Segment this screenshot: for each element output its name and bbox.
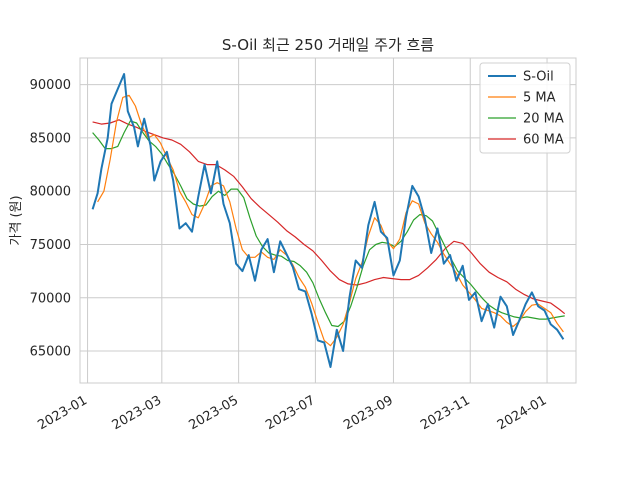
y-tick-label: 90000 <box>30 78 71 93</box>
series-line-s-oil <box>91 73 565 368</box>
grid-lines <box>80 58 576 383</box>
legend-box <box>479 62 571 154</box>
legend-label: 60 MA <box>523 133 564 148</box>
legend: S-Oil 5 MA 20 MA 60 MA <box>479 62 571 154</box>
chart-title: S-Oil 최근 250 거래일 주가 흐름 <box>222 36 434 54</box>
y-tick-label: 75000 <box>30 238 71 253</box>
y-tick-label: 70000 <box>30 291 71 306</box>
series-line-60-ma <box>92 119 566 315</box>
y-tick-label: 65000 <box>30 345 71 360</box>
legend-label: S-Oil <box>523 70 554 85</box>
y-tick-label: 85000 <box>30 131 71 146</box>
plot-area <box>91 73 566 368</box>
y-axis-label: 가격 (원) <box>9 195 24 245</box>
axes-frame <box>79 57 577 384</box>
y-axis-ticks: 65000 70000 75000 80000 85000 90000 <box>30 78 71 359</box>
legend-label: 20 MA <box>523 112 564 127</box>
legend-label: 5 MA <box>523 91 556 106</box>
y-tick-label: 80000 <box>30 185 71 200</box>
